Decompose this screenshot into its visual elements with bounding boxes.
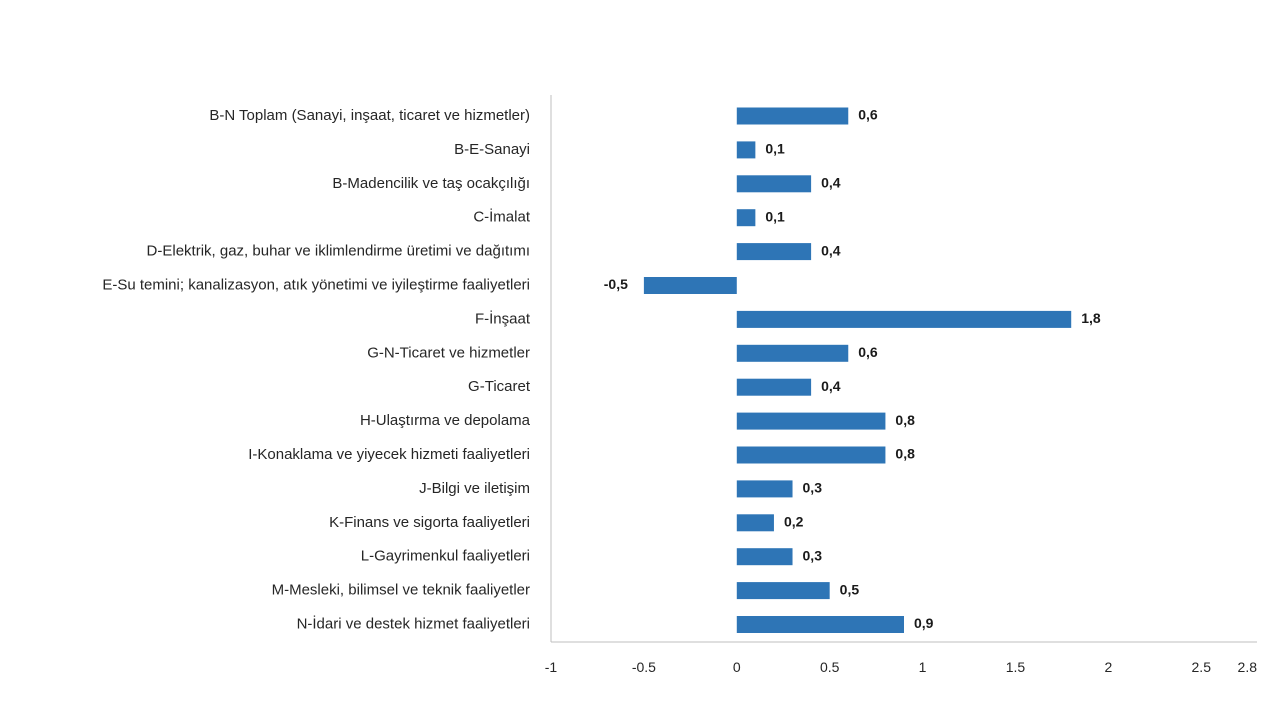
value-label: 0,4 [821, 378, 841, 394]
category-label: E-Su temini; kanalizasyon, atık yönetimi… [102, 276, 530, 293]
category-label: G-N-Ticaret ve hizmetler [367, 344, 530, 361]
category-label: G-Ticaret [468, 378, 531, 395]
x-tick-label: 1 [919, 659, 927, 675]
category-label: F-İnşaat [475, 309, 531, 327]
category-label: J-Bilgi ve iletişim [419, 480, 530, 497]
category-label: H-Ulaştırma ve depolama [360, 412, 531, 429]
bar [736, 243, 812, 261]
bar [736, 209, 756, 227]
category-label: M-Mesleki, bilimsel ve teknik faaliyetle… [272, 582, 530, 599]
x-tick-label: 1.5 [1006, 659, 1026, 675]
value-label: 0,4 [821, 242, 841, 258]
bar [643, 277, 737, 294]
bar [736, 616, 904, 633]
value-label: 0,8 [895, 446, 915, 462]
bar [736, 141, 756, 159]
category-labels: B-N Toplam (Sanayi, inşaat, ticaret ve h… [102, 107, 530, 633]
x-tick-labels: -1 -0.5 0 0.5 1 1.5 2 2.5 2.8 [545, 659, 1257, 675]
x-tick-label: 2.8 [1238, 659, 1258, 675]
value-label: 0,4 [821, 175, 841, 191]
x-tick-label: 2.5 [1192, 659, 1212, 675]
category-label: L-Gayrimenkul faaliyetleri [361, 548, 530, 565]
bar [736, 480, 793, 498]
bar [736, 548, 793, 566]
category-label: K-Finans ve sigorta faaliyetleri [329, 514, 530, 531]
value-label: 0,5 [840, 581, 860, 597]
value-label: 0,3 [803, 480, 823, 496]
bar [736, 582, 830, 600]
value-label: 0,1 [765, 208, 785, 224]
bar [736, 378, 812, 396]
value-label: 0,2 [784, 514, 804, 530]
bar [736, 412, 886, 430]
value-label: 0,1 [765, 141, 785, 157]
category-label: B-Madencilik ve taş ocakçılığı [332, 175, 530, 192]
x-tick-label: 0.5 [820, 659, 840, 675]
bar [736, 107, 849, 125]
x-tick-label: -1 [545, 659, 558, 675]
x-tick-label: 0 [733, 659, 741, 675]
value-labels: 0,6 0,1 0,4 0,1 0,4 -0,5 1,8 0,6 0,4 0,8 0,8 0,3 0,2… [604, 107, 1101, 632]
bar [736, 446, 886, 464]
category-label: B-E-Sanayi [454, 141, 530, 158]
value-label: 0,3 [803, 547, 823, 563]
category-label: N-İdari ve destek hizmet faaliyetleri [297, 614, 530, 632]
category-label: B-N Toplam (Sanayi, inşaat, ticaret ve h… [209, 107, 530, 124]
category-label: I-Konaklama ve yiyecek hizmeti faaliyetl… [248, 446, 530, 463]
value-label: 0,6 [858, 344, 878, 360]
value-label: 1,8 [1081, 310, 1101, 326]
x-tick-label: -0.5 [632, 659, 656, 675]
category-label: C-İmalat [473, 208, 531, 226]
bar [736, 514, 774, 532]
category-label: D-Elektrik, gaz, buhar ve iklimlendirme … [147, 243, 530, 260]
value-label: 0,9 [914, 615, 934, 631]
bars [643, 107, 1072, 633]
x-tick-label: 2 [1104, 659, 1112, 675]
bar [736, 175, 812, 193]
bar [736, 310, 1072, 328]
value-label: 0,6 [858, 107, 878, 123]
value-label: 0,8 [895, 412, 915, 428]
bar [736, 344, 849, 362]
value-label: -0,5 [604, 276, 628, 292]
